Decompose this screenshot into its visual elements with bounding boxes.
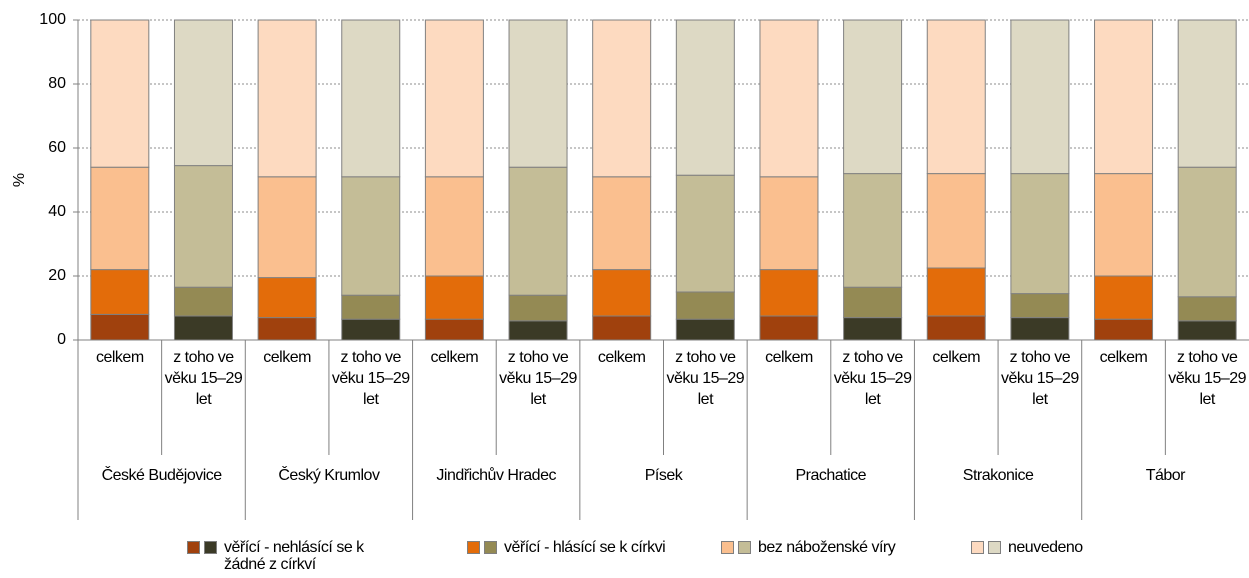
- bar-segment: [508, 19, 568, 168]
- bar-segment: [1010, 19, 1070, 175]
- bar-segment: [1010, 173, 1070, 295]
- bar-segment: [90, 19, 150, 168]
- y-tick-label: 100: [39, 11, 66, 28]
- x-tick-label: celkem: [597, 349, 646, 366]
- bar-segment: [90, 166, 150, 271]
- legend-swatch: [187, 541, 200, 554]
- x-tick-label: z toho ve věku 15–29 let: [1168, 349, 1247, 408]
- bar-segment: [843, 173, 903, 288]
- legend-label: bez náboženské víry: [758, 539, 896, 556]
- bar-segment: [592, 176, 652, 271]
- group-label: Písek: [644, 467, 683, 484]
- legend-swatch: [988, 541, 1001, 554]
- bar-segment: [341, 176, 401, 296]
- bar-segment: [508, 294, 568, 322]
- bar-segment: [257, 277, 317, 319]
- bar-segment: [90, 269, 150, 315]
- bar-segment: [173, 165, 233, 288]
- x-tick-label: z toho ve věku 15–29 let: [666, 349, 745, 408]
- group-label: Jindřichův Hradec: [436, 467, 556, 484]
- x-tick-label: z toho ve věku 15–29 let: [1001, 349, 1079, 408]
- bar-segment: [1177, 19, 1237, 168]
- group-label: Tábor: [1145, 467, 1186, 484]
- bar-segment: [341, 19, 401, 178]
- bar-segment: [843, 19, 903, 175]
- bar-segment: [173, 286, 233, 317]
- legend-label: neuvedeno: [1008, 539, 1083, 556]
- bar-segment: [424, 318, 484, 341]
- x-tick-label: celkem: [263, 349, 311, 366]
- bar-segment: [1094, 173, 1154, 277]
- x-tick-label: z toho ve věku 15–29 let: [164, 349, 243, 408]
- bar-segment: [1177, 166, 1237, 298]
- bar-segment: [926, 173, 986, 269]
- bar-segment: [1094, 318, 1154, 341]
- bar-segment: [508, 320, 568, 341]
- group-label: Český Krumlov: [278, 467, 380, 484]
- bar-segment: [759, 176, 819, 271]
- bar-segment: [675, 174, 735, 293]
- bar-segment: [843, 286, 903, 319]
- y-tick-label: 0: [57, 331, 66, 348]
- bar-segment: [592, 19, 652, 178]
- bar-segment: [341, 318, 401, 341]
- bar-segment: [759, 315, 819, 341]
- bar-segment: [592, 269, 652, 317]
- bar-segment: [173, 19, 233, 167]
- x-tick-label: celkem: [1099, 349, 1148, 366]
- bar-segment: [1177, 296, 1237, 322]
- bar-segment: [926, 315, 986, 341]
- y-tick-label: 80: [48, 75, 66, 92]
- bar-segment: [257, 317, 317, 341]
- x-tick-label: celkem: [95, 349, 144, 366]
- x-tick-label: z toho ve věku 15–29 let: [499, 349, 577, 408]
- bar-segment: [759, 269, 819, 317]
- bar-segment: [1010, 317, 1070, 341]
- bar-segment: [675, 291, 735, 320]
- y-tick-label: 40: [48, 203, 66, 220]
- x-tick-label: z toho ve věku 15–29 let: [833, 349, 912, 408]
- group-label: Prachatice: [795, 467, 867, 484]
- bar-segment: [759, 19, 819, 178]
- legend-label: věřící - hlásící se k církvi: [504, 539, 666, 556]
- bar-segment: [173, 315, 233, 341]
- y-tick-label: 60: [48, 139, 66, 156]
- legend-swatch: [204, 541, 217, 554]
- group-label: Strakonice: [962, 467, 1034, 484]
- legend-swatch: [738, 541, 751, 554]
- group-label: České Budějovice: [101, 467, 223, 484]
- legend-swatch: [467, 541, 480, 554]
- bar-segment: [424, 176, 484, 277]
- bar-segment: [1094, 19, 1154, 175]
- y-axis-label: %: [11, 173, 28, 187]
- legend-swatch: [971, 541, 984, 554]
- x-tick-label: celkem: [765, 349, 813, 366]
- bar-segment: [90, 313, 150, 341]
- bar-segment: [424, 19, 484, 178]
- bar-segment: [1094, 275, 1154, 320]
- x-tick-label: celkem: [430, 349, 479, 366]
- bar-segment: [843, 317, 903, 341]
- bar-segment: [592, 315, 652, 341]
- bar-segment: [257, 176, 317, 279]
- bar-segment: [1010, 293, 1070, 319]
- x-tick-label: celkem: [932, 349, 981, 366]
- bar-segment: [926, 267, 986, 317]
- bar-segment: [1177, 320, 1237, 341]
- bar-segment: [257, 19, 317, 178]
- bar-segment: [341, 294, 401, 320]
- bar-segment: [508, 166, 568, 296]
- x-tick-label: z toho ve věku 15–29 let: [331, 349, 410, 408]
- y-tick-label: 20: [48, 267, 66, 284]
- legend-label: věřící - nehlásící se k žádné z církví: [224, 539, 364, 573]
- bar-segment: [424, 275, 484, 320]
- legend-swatch: [484, 541, 497, 554]
- bar-segment: [926, 19, 986, 175]
- bar-segment: [675, 19, 735, 176]
- bar-segment: [675, 318, 735, 341]
- legend-swatch: [721, 541, 734, 554]
